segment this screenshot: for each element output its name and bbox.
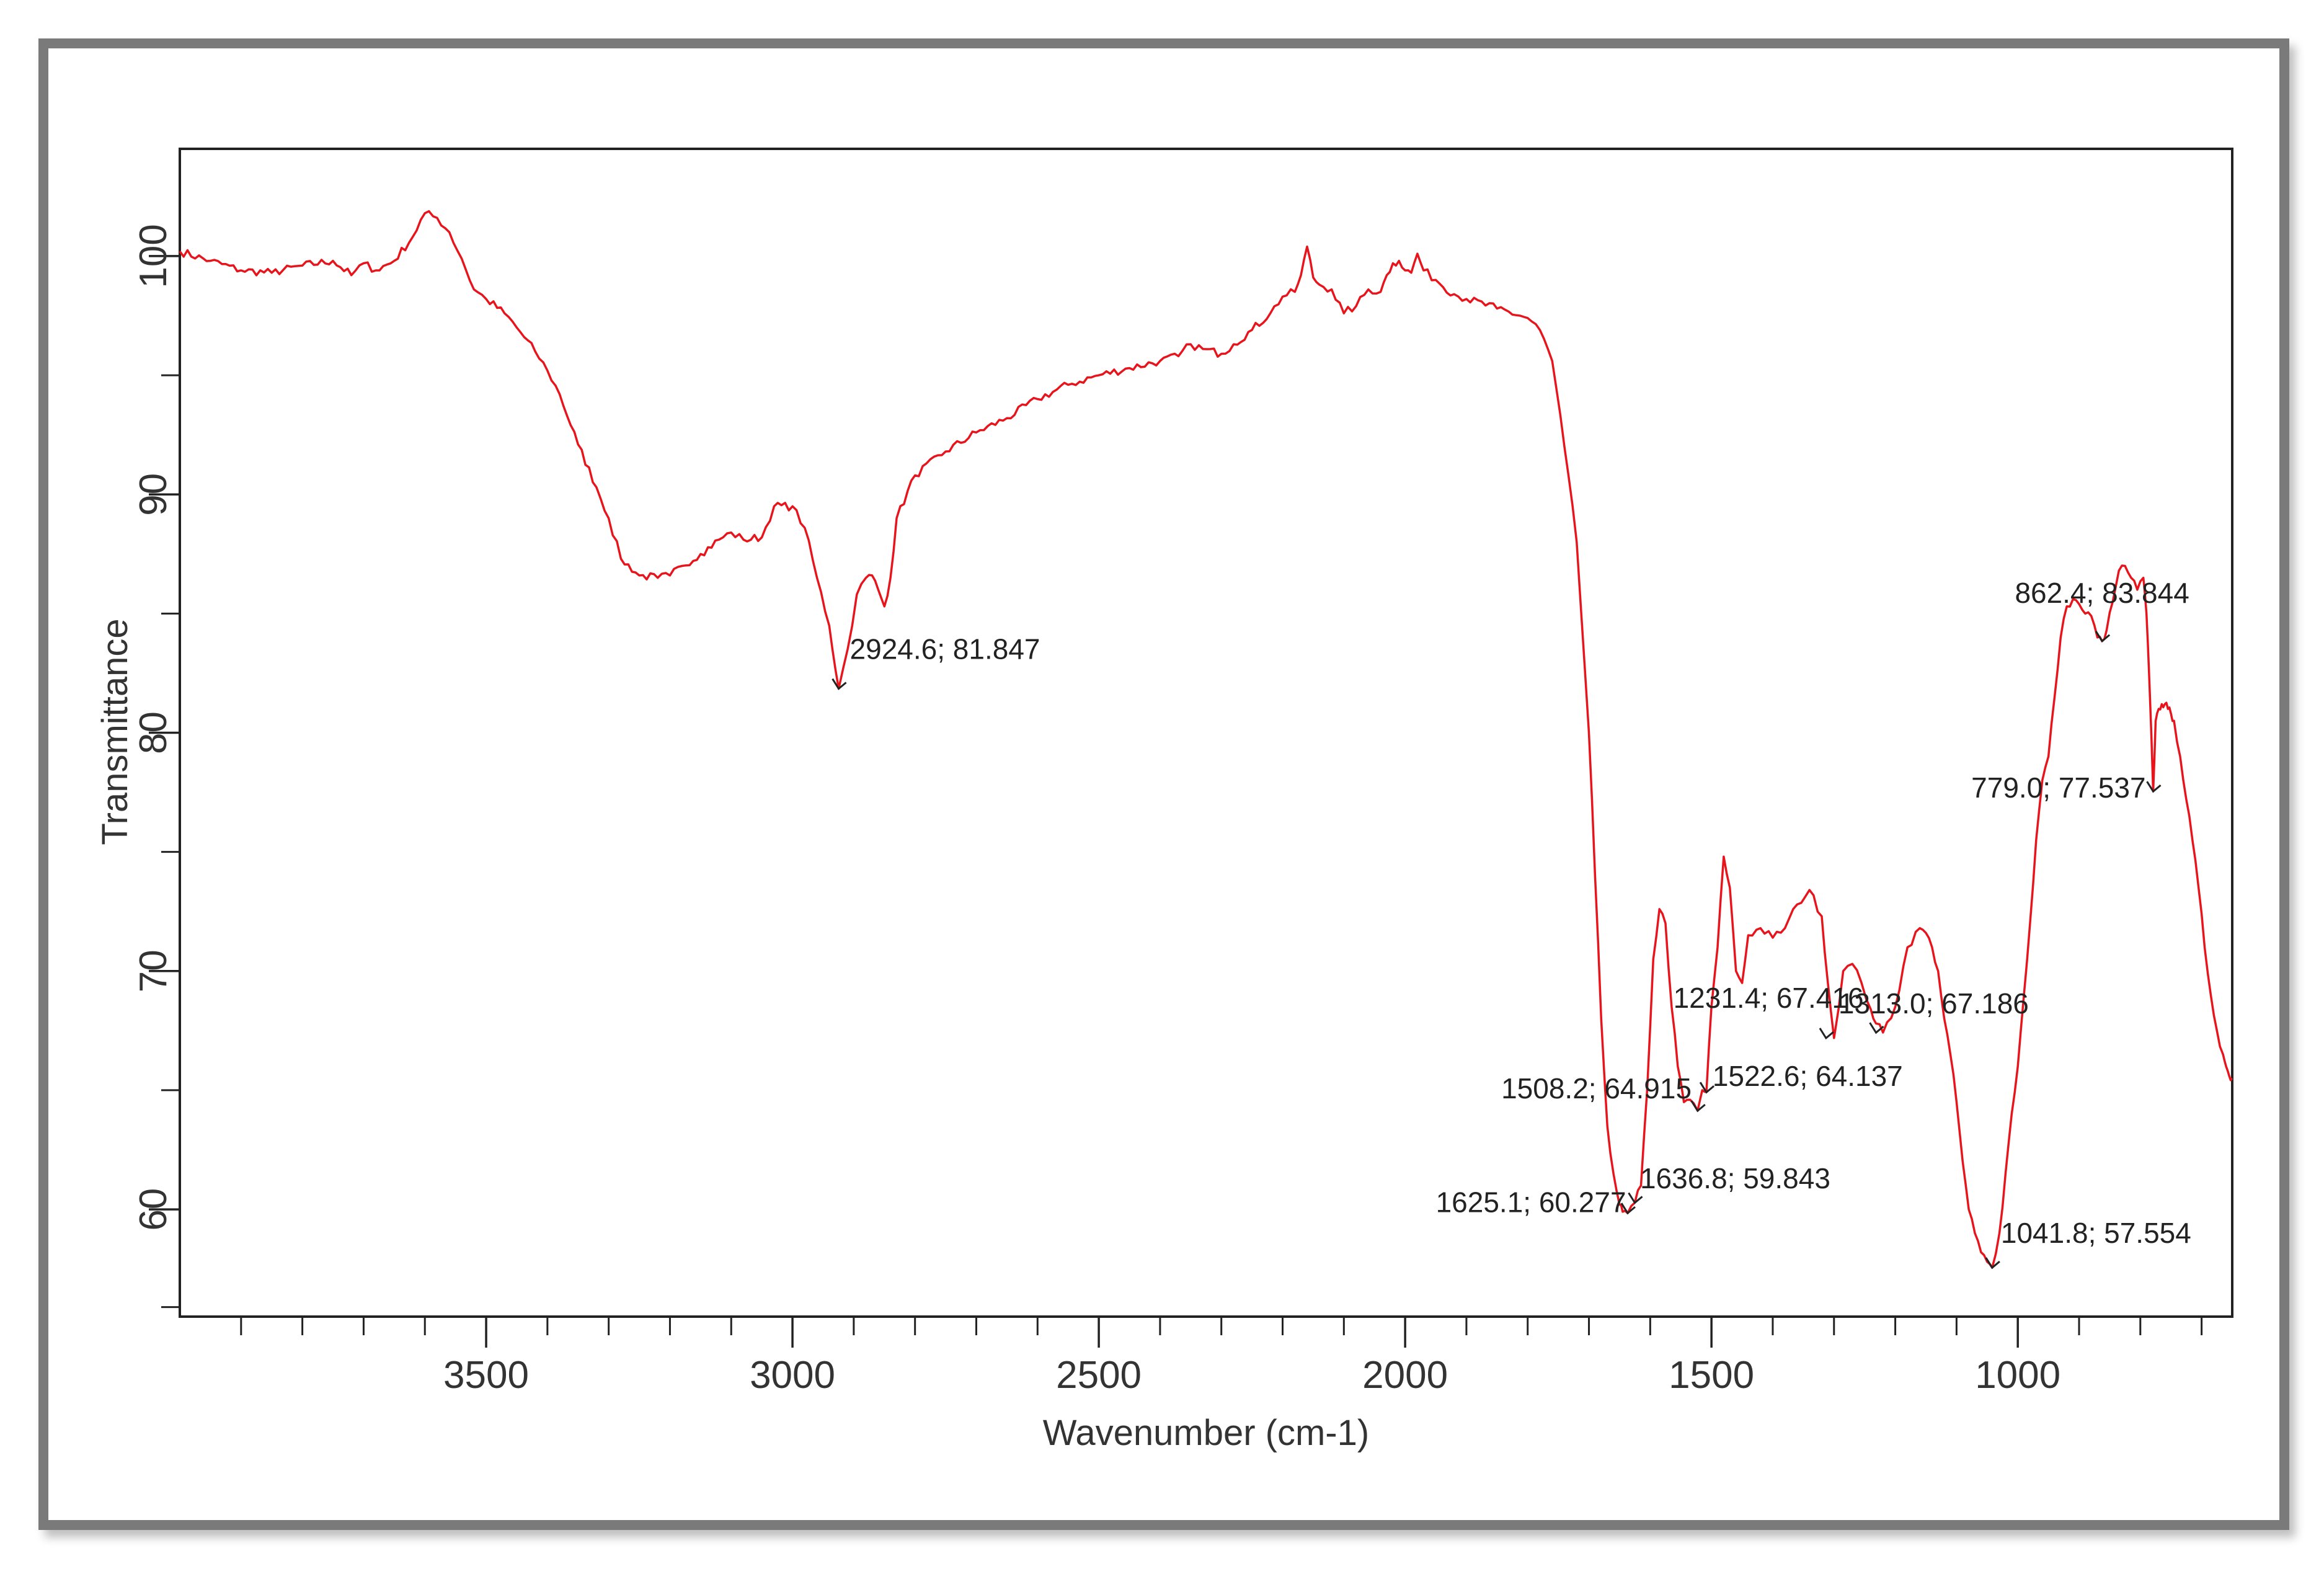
y-tick-label: 90	[132, 473, 175, 516]
chart-frame	[38, 38, 2289, 1530]
peak-label: 1636.8; 59.843	[1640, 1162, 1830, 1194]
y-axis-title: Transmittance	[95, 618, 135, 845]
x-tick-label: 3000	[750, 1354, 835, 1397]
x-axis-title: Wavenumber (cm-1)	[1043, 1413, 1369, 1453]
peak-label: 1041.8; 57.554	[2001, 1217, 2191, 1249]
peak-marker	[1819, 1028, 1834, 1040]
peak-marker	[1985, 1257, 2000, 1269]
peak-label: 1522.6; 64.137	[1713, 1060, 1903, 1092]
peak-label: 862.4; 83.844	[2015, 577, 2189, 609]
peak-marker	[1699, 1082, 1715, 1094]
y-tick-label: 70	[132, 949, 175, 992]
peak-label: 1313.0; 67.186	[1838, 987, 2029, 1020]
peak-marker	[1628, 1192, 1643, 1204]
x-tick-label: 3500	[443, 1354, 529, 1397]
y-tick-label: 60	[132, 1188, 175, 1231]
peak-marker	[832, 678, 847, 690]
peak-marker	[2095, 630, 2111, 643]
peak-marker	[2146, 781, 2162, 793]
peak-label: 1231.4; 67.416	[1674, 982, 1864, 1014]
peak-annotations: 2924.6; 81.847 862.4; 83.844 779.0; 77.537…	[832, 577, 2191, 1269]
peak-label: 2924.6; 81.847	[850, 633, 1040, 665]
peak-marker	[1690, 1100, 1706, 1113]
peak-marker	[1620, 1203, 1636, 1215]
x-tick-label: 1000	[1975, 1354, 2060, 1397]
spectrum-line	[179, 210, 2233, 1269]
y-axis-ticks: 60 70 80 90 100	[132, 224, 180, 1309]
peak-label: 779.0; 77.537	[1971, 771, 2145, 804]
x-tick-label: 2000	[1362, 1354, 1448, 1397]
x-axis-ticks: 3500 3000 2500 2000 1500 1000	[443, 1317, 2060, 1397]
x-tick-label: 1500	[1669, 1354, 1754, 1397]
y-tick-label: 100	[132, 224, 175, 288]
x-tick-label: 2500	[1056, 1354, 1142, 1397]
y-tick-label: 80	[132, 711, 175, 754]
x-axis-minor-ticks	[240, 1317, 2203, 1335]
peak-label: 1508.2; 64.915	[1501, 1072, 1692, 1105]
peak-marker	[1869, 1022, 1884, 1034]
plot-area-border	[179, 148, 2233, 1318]
peak-label: 1625.1; 60.277	[1436, 1186, 1626, 1218]
